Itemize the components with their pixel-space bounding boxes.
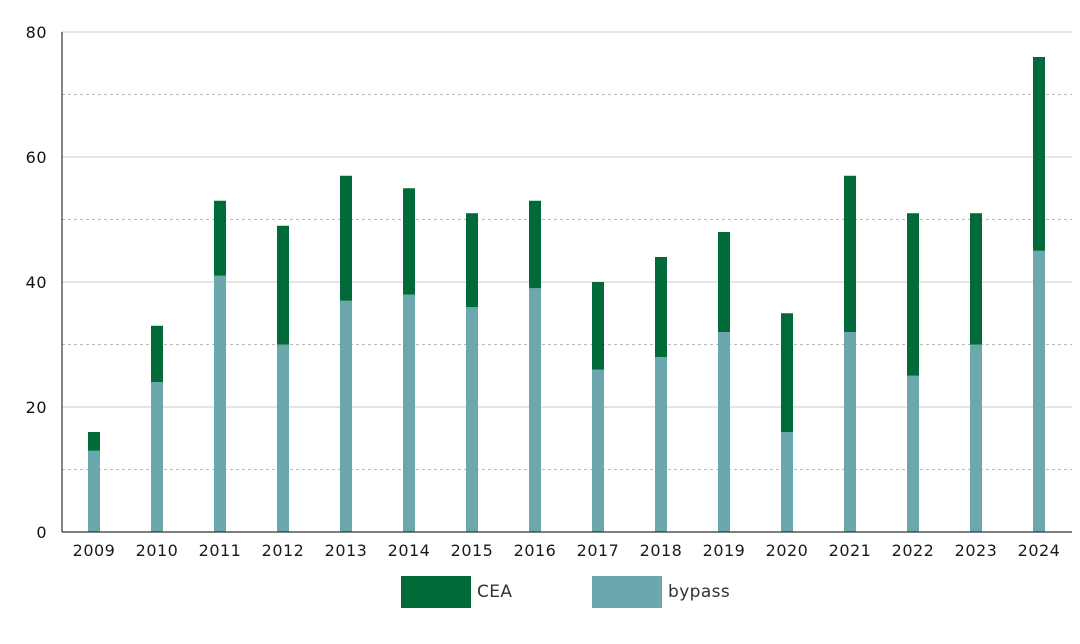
bar-bypass-2017 [592, 369, 604, 532]
legend-item-cea: CEA [401, 576, 512, 608]
bar-bypass-2013 [340, 300, 352, 532]
bar-cea-2011 [214, 200, 226, 276]
bar-cea-2009 [88, 432, 100, 451]
bar-bypass-2009 [88, 450, 100, 532]
x-tick-labels: 2009 2010 2011 2012 2013 2014 2015 2016 2017 2018… [73, 541, 1061, 560]
x-tick-label-2024: 2024 [1018, 541, 1061, 560]
bar-cea-2017 [592, 282, 604, 370]
x-tick-label-2018: 2018 [640, 541, 683, 560]
bar-bypass-2021 [844, 332, 856, 532]
bar-cea-2010 [151, 325, 163, 382]
bar-bypass-2015 [466, 307, 478, 532]
x-tick-label-2010: 2010 [136, 541, 179, 560]
legend-label-bypass: bypass [668, 582, 731, 602]
bar-bypass-2010 [151, 382, 163, 532]
bar-bypass-2022 [907, 375, 919, 532]
y-tick-label-0: 0 [36, 523, 47, 542]
x-tick-label-2009: 2009 [73, 541, 116, 560]
y-tick-labels: 0 20 40 60 80 [26, 23, 47, 542]
x-tick-label-2022: 2022 [892, 541, 935, 560]
bar-bypass-2012 [277, 344, 289, 532]
x-tick-label-2016: 2016 [514, 541, 557, 560]
grid-lines [62, 31, 1072, 470]
bar-bypass-2023 [970, 344, 982, 532]
y-tick-label-60: 60 [26, 148, 47, 167]
bar-cea-2023 [970, 213, 982, 345]
bar-cea-2021 [844, 175, 856, 332]
legend-label-cea: CEA [477, 582, 513, 602]
bar-bypass-2024 [1033, 250, 1045, 532]
y-tick-label-80: 80 [26, 23, 47, 42]
bars [88, 57, 1045, 532]
y-tick-label-20: 20 [26, 398, 47, 417]
legend-swatch-cea [401, 576, 471, 608]
bar-bypass-2016 [529, 288, 541, 532]
x-tick-label-2019: 2019 [703, 541, 746, 560]
bar-bypass-2014 [403, 294, 415, 532]
bar-bypass-2019 [718, 332, 730, 532]
legend-item-bypass: bypass [592, 576, 730, 608]
bar-cea-2020 [781, 313, 793, 432]
bar-cea-2016 [529, 200, 541, 289]
bar-bypass-2011 [214, 275, 226, 532]
x-tick-label-2021: 2021 [829, 541, 872, 560]
bar-cea-2019 [718, 232, 730, 332]
x-tick-label-2017: 2017 [577, 541, 620, 560]
x-tick-label-2011: 2011 [199, 541, 242, 560]
bar-cea-2012 [277, 225, 289, 345]
stacked-bar-chart: 2009 2010 2011 2012 2013 2014 2015 2016 2017 2018… [26, 23, 1072, 560]
bar-cea-2014 [403, 188, 415, 295]
bar-cea-2022 [907, 213, 919, 376]
legend-swatch-bypass [592, 576, 662, 608]
x-tick-label-2015: 2015 [451, 541, 494, 560]
bar-cea-2018 [655, 257, 667, 357]
bar-cea-2013 [340, 175, 352, 301]
x-tick-label-2012: 2012 [262, 541, 305, 560]
bar-bypass-2020 [781, 432, 793, 532]
axes [61, 32, 1072, 533]
x-tick-label-2020: 2020 [766, 541, 809, 560]
legend: CEA bypass [0, 576, 1080, 608]
x-tick-label-2014: 2014 [388, 541, 431, 560]
x-tick-label-2013: 2013 [325, 541, 368, 560]
bar-cea-2024 [1033, 57, 1045, 251]
bar-bypass-2018 [655, 357, 667, 532]
y-tick-label-40: 40 [26, 273, 47, 292]
bar-cea-2015 [466, 213, 478, 307]
x-tick-label-2023: 2023 [955, 541, 998, 560]
